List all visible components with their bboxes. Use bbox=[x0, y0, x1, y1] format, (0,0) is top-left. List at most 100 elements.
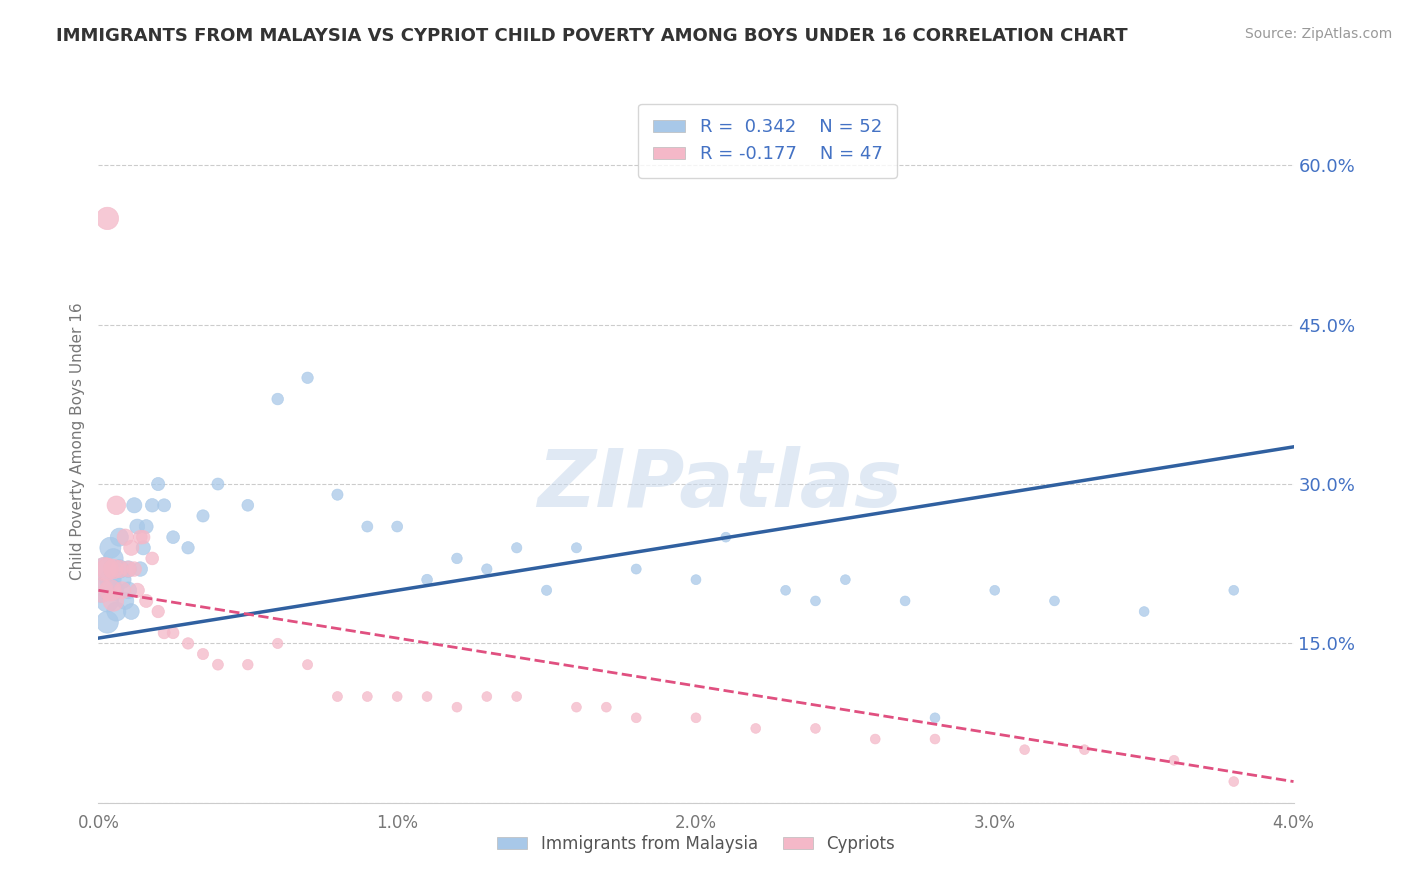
Point bbox=[129, 530, 152, 544]
Point bbox=[207, 477, 229, 491]
Point bbox=[191, 508, 214, 523]
Point bbox=[775, 583, 797, 598]
Point bbox=[685, 573, 707, 587]
Point bbox=[98, 573, 122, 587]
Point bbox=[96, 594, 118, 608]
Point bbox=[804, 594, 827, 608]
Text: ZIPatlas: ZIPatlas bbox=[537, 446, 903, 524]
Point bbox=[207, 657, 229, 672]
Point bbox=[924, 711, 946, 725]
Point bbox=[105, 605, 128, 619]
Text: IMMIGRANTS FROM MALAYSIA VS CYPRIOT CHILD POVERTY AMONG BOYS UNDER 16 CORRELATIO: IMMIGRANTS FROM MALAYSIA VS CYPRIOT CHIL… bbox=[56, 27, 1128, 45]
Point bbox=[162, 530, 184, 544]
Point bbox=[536, 583, 558, 598]
Point bbox=[177, 636, 200, 650]
Point bbox=[297, 657, 319, 672]
Point bbox=[326, 488, 349, 502]
Point bbox=[685, 711, 707, 725]
Point bbox=[96, 211, 118, 226]
Point bbox=[595, 700, 617, 714]
Point bbox=[1014, 742, 1036, 756]
Point bbox=[506, 690, 529, 704]
Point bbox=[236, 498, 259, 512]
Point bbox=[446, 700, 468, 714]
Point bbox=[475, 690, 498, 704]
Point bbox=[129, 562, 152, 576]
Point bbox=[117, 562, 139, 576]
Point bbox=[93, 562, 115, 576]
Point bbox=[1133, 605, 1156, 619]
Point bbox=[132, 541, 155, 555]
Point bbox=[103, 583, 125, 598]
Point bbox=[120, 605, 142, 619]
Point bbox=[984, 583, 1007, 598]
Point bbox=[103, 562, 125, 576]
Point bbox=[834, 573, 856, 587]
Point bbox=[93, 562, 115, 576]
Point bbox=[162, 625, 184, 640]
Point bbox=[626, 711, 648, 725]
Point bbox=[132, 530, 155, 544]
Point bbox=[924, 732, 946, 747]
Point bbox=[804, 722, 827, 736]
Point bbox=[745, 722, 768, 736]
Point bbox=[356, 519, 378, 533]
Point bbox=[90, 583, 112, 598]
Point bbox=[148, 605, 170, 619]
Point bbox=[865, 732, 887, 747]
Point bbox=[98, 541, 122, 555]
Point bbox=[1223, 774, 1246, 789]
Text: Source: ZipAtlas.com: Source: ZipAtlas.com bbox=[1244, 27, 1392, 41]
Y-axis label: Child Poverty Among Boys Under 16: Child Poverty Among Boys Under 16 bbox=[69, 302, 84, 581]
Point bbox=[135, 594, 157, 608]
Point bbox=[141, 498, 163, 512]
Point bbox=[326, 690, 349, 704]
Legend: Immigrants from Malaysia, Cypriots: Immigrants from Malaysia, Cypriots bbox=[491, 828, 901, 860]
Point bbox=[1073, 742, 1095, 756]
Point bbox=[506, 541, 529, 555]
Point bbox=[191, 647, 214, 661]
Point bbox=[103, 551, 125, 566]
Point bbox=[1043, 594, 1066, 608]
Point bbox=[714, 530, 737, 544]
Point bbox=[124, 498, 146, 512]
Point bbox=[236, 657, 259, 672]
Point bbox=[565, 700, 588, 714]
Point bbox=[108, 562, 131, 576]
Point bbox=[153, 625, 176, 640]
Point bbox=[90, 583, 112, 598]
Point bbox=[1163, 753, 1185, 767]
Point bbox=[1223, 583, 1246, 598]
Point bbox=[267, 636, 290, 650]
Point bbox=[120, 541, 142, 555]
Point bbox=[416, 573, 439, 587]
Point bbox=[267, 392, 290, 406]
Point bbox=[96, 562, 118, 576]
Point bbox=[111, 583, 134, 598]
Point bbox=[114, 594, 136, 608]
Point bbox=[103, 594, 125, 608]
Point bbox=[108, 562, 131, 576]
Point bbox=[894, 594, 917, 608]
Point bbox=[105, 498, 128, 512]
Point bbox=[475, 562, 498, 576]
Point bbox=[626, 562, 648, 576]
Point bbox=[446, 551, 468, 566]
Point bbox=[124, 562, 146, 576]
Point bbox=[385, 519, 409, 533]
Point bbox=[127, 583, 149, 598]
Point bbox=[356, 690, 378, 704]
Point bbox=[117, 583, 139, 598]
Point bbox=[385, 690, 409, 704]
Point bbox=[297, 371, 319, 385]
Point bbox=[111, 573, 134, 587]
Point bbox=[565, 541, 588, 555]
Point bbox=[117, 562, 139, 576]
Point bbox=[135, 519, 157, 533]
Point bbox=[148, 477, 170, 491]
Point bbox=[141, 551, 163, 566]
Point bbox=[108, 530, 131, 544]
Point bbox=[177, 541, 200, 555]
Point bbox=[96, 615, 118, 630]
Point bbox=[127, 519, 149, 533]
